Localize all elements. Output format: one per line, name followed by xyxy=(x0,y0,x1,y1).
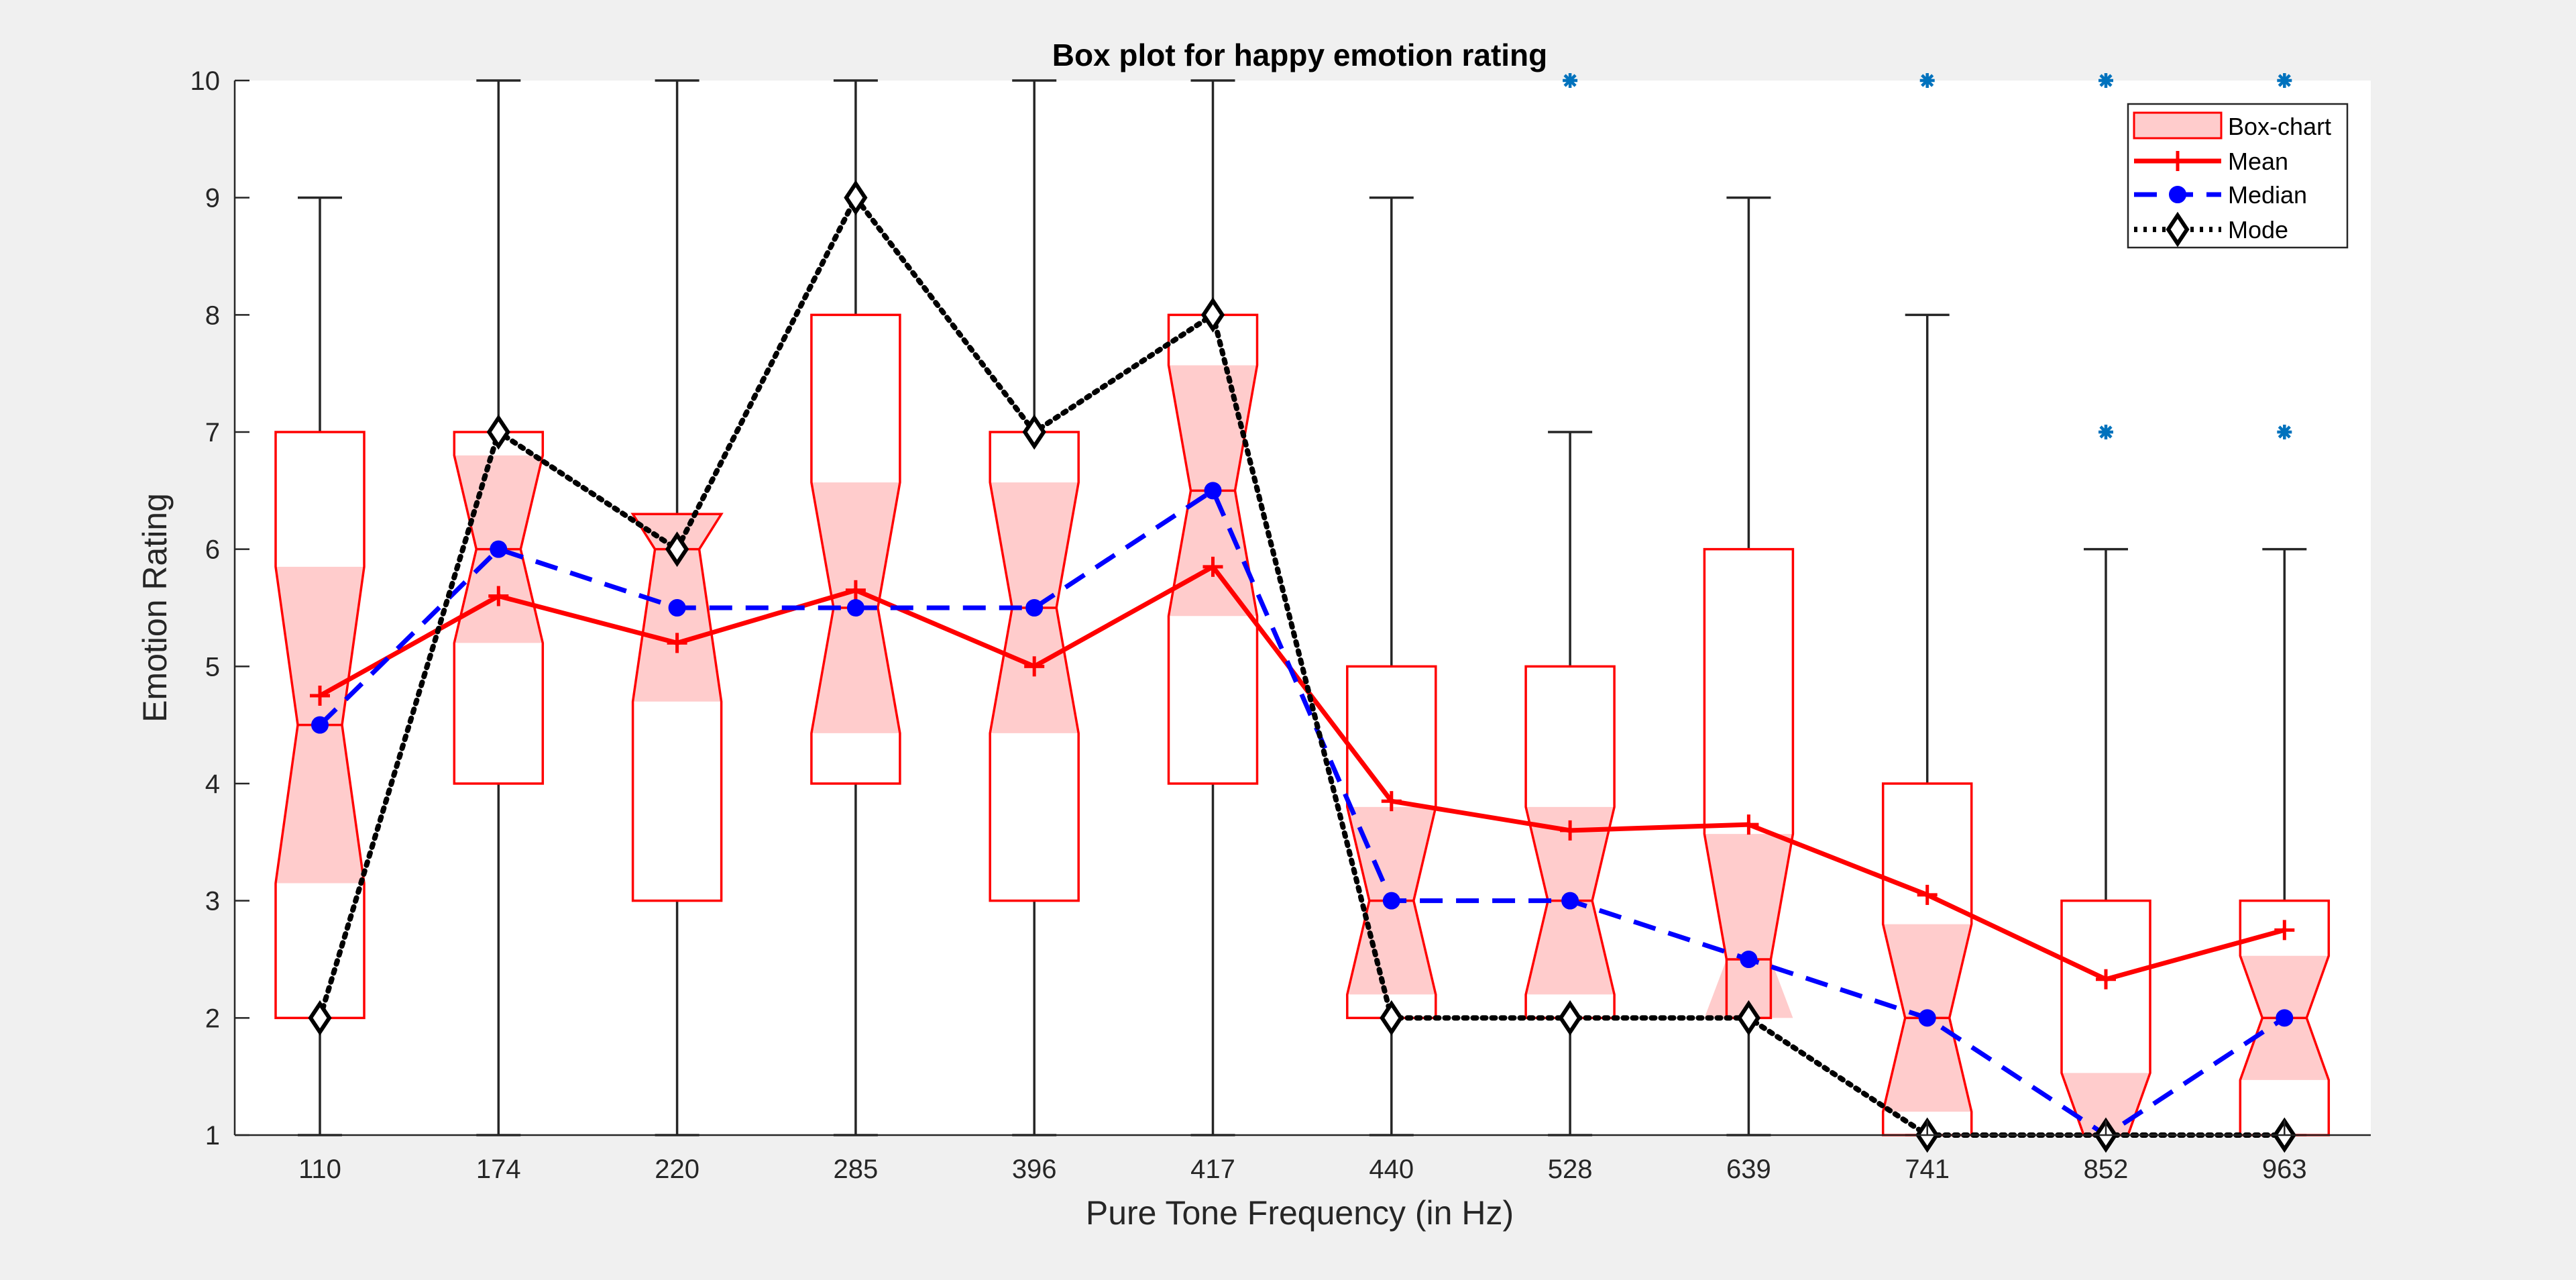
outlier-stroke xyxy=(2278,74,2291,87)
axes-background xyxy=(235,81,2371,1135)
box xyxy=(810,313,901,785)
x-tick-label: 440 xyxy=(1369,1155,1414,1184)
outlier-marker xyxy=(1563,73,1578,88)
x-tick-label: 528 xyxy=(1548,1155,1593,1184)
box xyxy=(630,513,724,902)
median-marker xyxy=(490,540,508,558)
outlier-stroke xyxy=(1921,74,1934,87)
median-marker xyxy=(668,599,686,617)
box xyxy=(274,431,366,1020)
y-tick-label: 6 xyxy=(205,535,220,565)
median-series xyxy=(311,482,2294,1144)
median-marker xyxy=(2169,186,2186,203)
x-tick-label: 741 xyxy=(1905,1155,1950,1184)
mean-line xyxy=(319,564,2286,982)
median-marker xyxy=(1382,892,1400,910)
y-tick-label: 3 xyxy=(205,887,220,916)
y-axis-label: Emotion Rating xyxy=(136,493,174,723)
outlier-stroke xyxy=(2278,425,2291,439)
median-marker xyxy=(1204,482,1222,500)
legend: Box-chart Mean Median Mode xyxy=(2127,103,2349,249)
mean-series xyxy=(310,556,2295,990)
mode-marker xyxy=(486,414,510,450)
axes: 1 2 3 4 5 6 7 8 9 10 110 174 220 285 396 417 440 528 639 74… xyxy=(190,66,2371,1184)
box xyxy=(1703,547,1795,1020)
outlier-marker xyxy=(1919,73,1935,88)
mode-marker xyxy=(1200,297,1225,333)
y-tick-label: 1 xyxy=(205,1121,220,1151)
median-marker xyxy=(1025,599,1044,617)
y-tick-label: 10 xyxy=(190,66,221,96)
x-tick-label: 852 xyxy=(2084,1155,2129,1184)
mode-marker xyxy=(1380,1000,1404,1036)
outlier-marker xyxy=(2277,425,2292,439)
box xyxy=(453,431,545,785)
box xyxy=(1167,313,1259,785)
x-tick-label: 174 xyxy=(476,1155,521,1184)
x-tick-label: 963 xyxy=(2262,1155,2307,1184)
mode-marker xyxy=(308,1000,332,1036)
y-tick-label: 8 xyxy=(205,301,220,330)
median-marker xyxy=(2276,1009,2294,1027)
box xyxy=(1346,665,1437,1020)
mode-marker xyxy=(2166,211,2190,248)
x-tick-label: 639 xyxy=(1726,1155,1771,1184)
outlier-stroke xyxy=(2099,74,2113,87)
median-marker xyxy=(1918,1009,1936,1027)
mode-marker xyxy=(844,180,868,216)
median-marker xyxy=(1740,951,1758,968)
x-tick-label: 110 xyxy=(298,1155,341,1184)
x-axis-label: Pure Tone Frequency (in Hz) xyxy=(1086,1194,1514,1232)
mode-marker xyxy=(1558,1000,1582,1036)
x-tick-label: 220 xyxy=(655,1155,699,1184)
x-tick-label: 285 xyxy=(834,1155,879,1184)
legend-swatch-box xyxy=(2133,111,2223,140)
mode-marker xyxy=(665,531,689,568)
y-tick-label: 4 xyxy=(205,769,220,799)
median-marker xyxy=(311,716,329,734)
series-lines xyxy=(308,180,2296,1153)
legend-marker-mean xyxy=(2168,151,2188,171)
y-tick-label: 9 xyxy=(205,184,220,213)
median-line xyxy=(318,488,2286,1138)
legend-marker-mode xyxy=(2166,211,2190,248)
box xyxy=(1524,665,1616,1020)
x-tick-label: 417 xyxy=(1190,1155,1235,1184)
outlier-marker xyxy=(2277,73,2292,88)
y-tick-label: 5 xyxy=(205,652,220,682)
y-tick-label: 7 xyxy=(205,418,220,447)
legend-label-mode: Mode xyxy=(2228,216,2288,244)
outlier-stroke xyxy=(2099,425,2113,439)
outlier-marker xyxy=(2098,425,2113,439)
box xyxy=(989,431,1080,902)
mode-marker xyxy=(1736,1000,1761,1036)
y-tick-label: 2 xyxy=(205,1004,220,1033)
median-marker xyxy=(846,599,864,617)
x-tick-label: 396 xyxy=(1012,1155,1057,1184)
outlier-marker xyxy=(2098,73,2113,88)
legend-marker-median xyxy=(2169,186,2186,203)
median-marker xyxy=(1561,892,1579,910)
legend-label-median: Median xyxy=(2228,181,2307,209)
legend-label-box: Box-chart xyxy=(2228,113,2331,140)
outlier-stroke xyxy=(1563,74,1577,87)
mode-marker xyxy=(1022,414,1046,450)
outliers xyxy=(1563,73,2292,439)
legend-label-mean: Mean xyxy=(2228,148,2288,175)
box xyxy=(1881,782,1973,1136)
chart-title: Box plot for happy emotion rating xyxy=(1052,38,1548,72)
